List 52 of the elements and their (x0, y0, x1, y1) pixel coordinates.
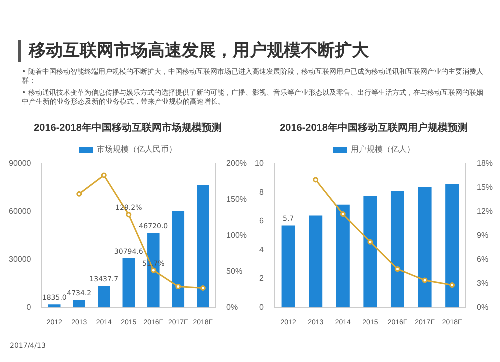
point (394, 266, 400, 272)
bar (172, 211, 185, 308)
y2-tick-label: 100% (226, 231, 248, 240)
y-tick-label: 8 (259, 188, 264, 197)
bar (336, 204, 350, 308)
bar (418, 186, 432, 308)
y-tick-label: 6 (259, 216, 264, 226)
y-tick-label: 4 (259, 245, 264, 254)
point (150, 268, 156, 274)
point (422, 278, 428, 284)
y-tick-label: 0 (26, 302, 32, 312)
y-tick-label: 0 (259, 302, 264, 312)
y2-tick-label: 50% (226, 266, 243, 276)
y2-tick-label: 0% (476, 302, 489, 312)
point (101, 172, 107, 178)
y-tick-label: 10 (254, 159, 264, 168)
bar (390, 191, 404, 308)
point (313, 177, 319, 183)
bar (364, 196, 378, 308)
y2-tick-label: 15% (476, 183, 494, 192)
bar (73, 300, 86, 308)
bar (197, 185, 210, 308)
y-tick-label: 90000 (8, 159, 32, 168)
point (176, 284, 182, 290)
legend-label: 市场规模（亿人民币） (97, 145, 177, 154)
y2-tick-label: 6% (476, 254, 489, 264)
chart-title: 2016-2018年中国移动互联网用户规模预测 (280, 122, 468, 134)
bar (309, 216, 323, 308)
point (340, 212, 346, 218)
bar (48, 304, 61, 308)
y2-tick-label: 18% (476, 159, 494, 168)
bar (122, 258, 136, 308)
bar (446, 184, 460, 308)
y-tick-label: 30000 (8, 254, 32, 264)
y2-tick-label: 0% (226, 302, 238, 312)
chart-title: 2016-2018年中国移动互联网市场规模预测 (34, 122, 222, 134)
point (126, 212, 132, 218)
bar (282, 226, 296, 308)
y2-tick-label: 150% (226, 195, 248, 204)
point (76, 191, 82, 197)
y2-tick-label: 12% (476, 207, 494, 216)
y2-tick-label: 200% (226, 159, 248, 168)
point (450, 282, 456, 288)
legend-label: 用户规模（亿人） (351, 145, 415, 154)
bar (98, 286, 110, 308)
y-tick-label: 2 (259, 274, 264, 284)
y-tick-label: 60000 (8, 207, 32, 216)
y2-tick-label: 3% (476, 278, 489, 288)
point (200, 285, 206, 291)
point (368, 239, 374, 245)
y2-tick-label: 9% (476, 231, 489, 240)
text: 移动互联网市场高速发展，用户规模不断扩大 (18, 40, 488, 62)
